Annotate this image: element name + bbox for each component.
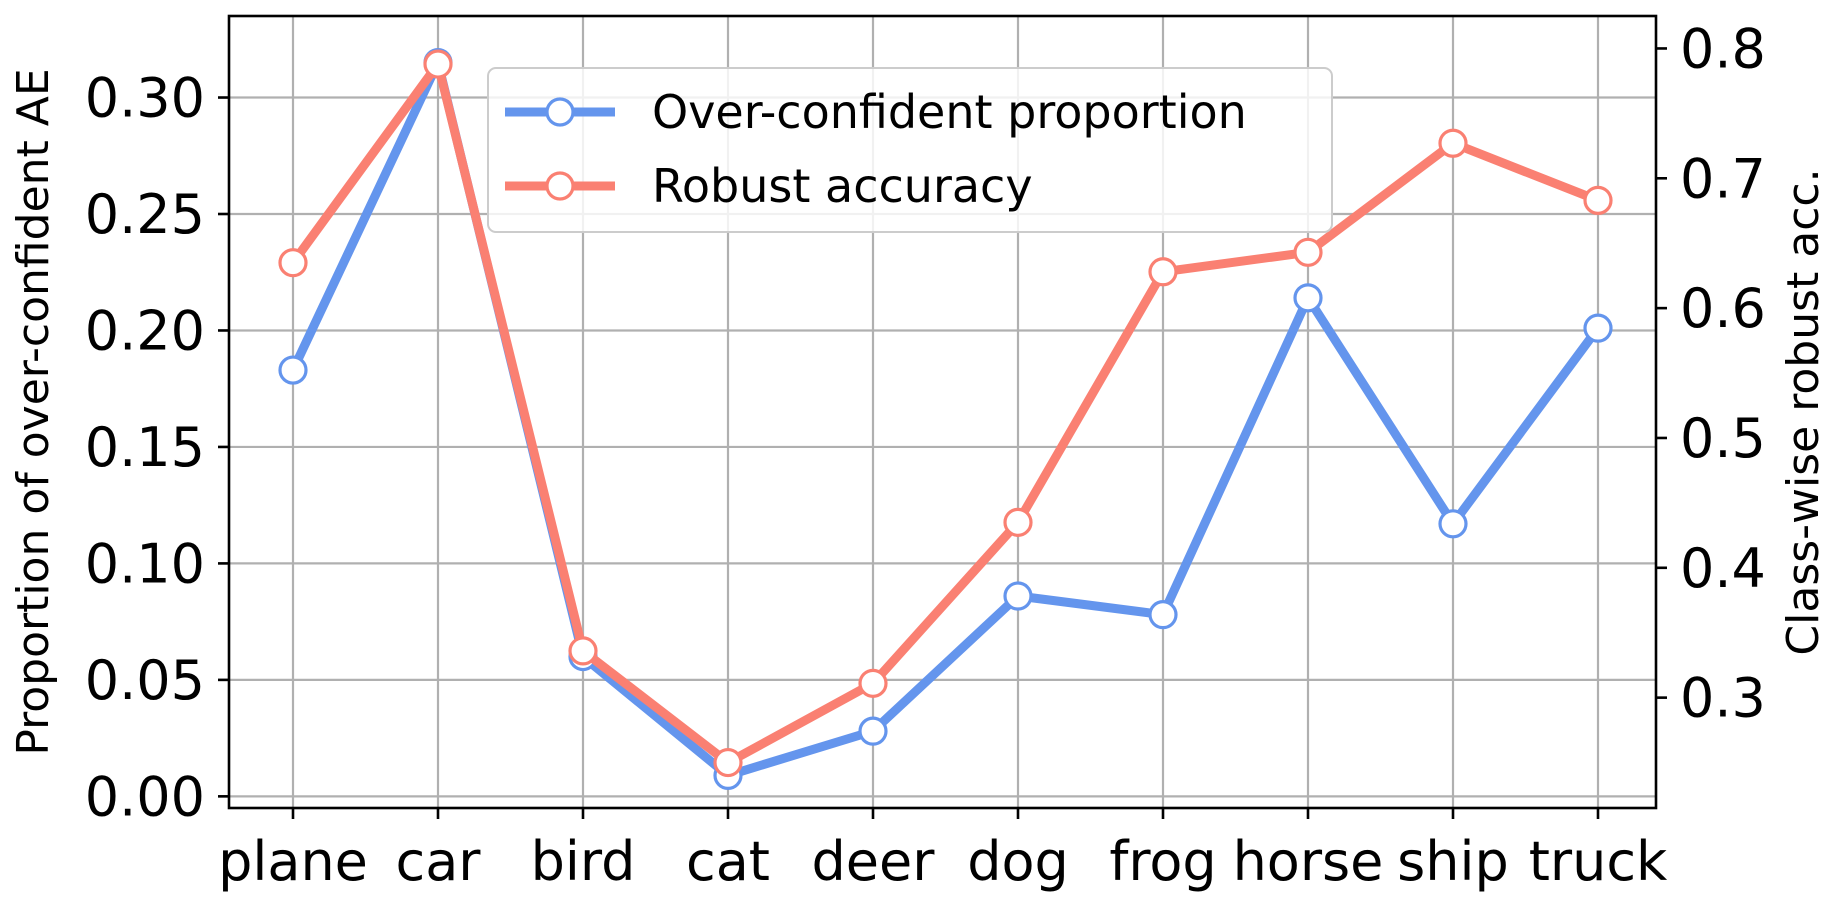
left-tick-label: 0.00 [85,765,205,828]
left-tick-label: 0.15 [85,416,205,479]
legend-box [487,67,1333,233]
series-line-1 [288,59,1603,768]
x-tick-label: cat [686,830,770,893]
data-point [858,716,888,746]
legend-label: Robust accuracy [652,159,1033,213]
data-point [1148,600,1178,630]
data-point [278,248,308,278]
data-point [858,668,888,698]
x-tick-label: truck [1529,830,1668,893]
data-point [1148,257,1178,287]
legend-swatch-marker [545,171,575,201]
data-point [1583,185,1613,215]
data-point [713,747,743,778]
data-point [568,636,598,666]
plot-frame [227,14,1658,810]
left-axis-label: Proportion of over-confident AE [8,68,59,755]
data-point [1003,507,1033,537]
data-point [1003,581,1033,611]
right-axis-label: Class-wise robust acc. [1778,168,1829,655]
left-tick-label: 0.05 [85,649,205,712]
ticks: plane car bird cat deer dog frog horse ship truck… [85,17,1766,893]
x-tick-label: frog [1109,830,1216,893]
left-tick-label: 0.30 [85,67,205,130]
right-tick-label: 0.8 [1680,17,1766,80]
legend-swatch-marker [545,97,575,127]
legend-label: Over-confident proportion [652,85,1247,139]
left-tick-label: 0.20 [85,299,205,362]
data-point [423,49,453,79]
right-tick-label: 0.3 [1680,667,1766,730]
data-point [278,355,308,385]
data-point [1293,237,1323,267]
data-point [1293,283,1323,313]
right-tick-label: 0.6 [1680,277,1766,340]
right-tick-label: 0.5 [1680,407,1766,470]
left-tick-label: 0.25 [85,183,205,246]
left-tick-label: 0.10 [85,532,205,595]
right-tick-label: 0.4 [1680,537,1766,600]
x-tick-label: dog [967,830,1069,893]
x-tick-label: ship [1397,830,1509,893]
right-tick-label: 0.7 [1680,147,1766,210]
x-tick-label: deer [812,830,936,893]
data-point [1583,313,1613,343]
data-point [1438,128,1468,158]
series-layer [278,47,1613,790]
x-tick-label: horse [1233,830,1384,893]
x-tick-label: bird [531,830,636,893]
x-tick-label: car [396,830,482,893]
x-tick-label: plane [218,830,368,893]
legend: Over-confident proportion Robust accuracy [487,67,1333,233]
data-point [1438,509,1468,539]
